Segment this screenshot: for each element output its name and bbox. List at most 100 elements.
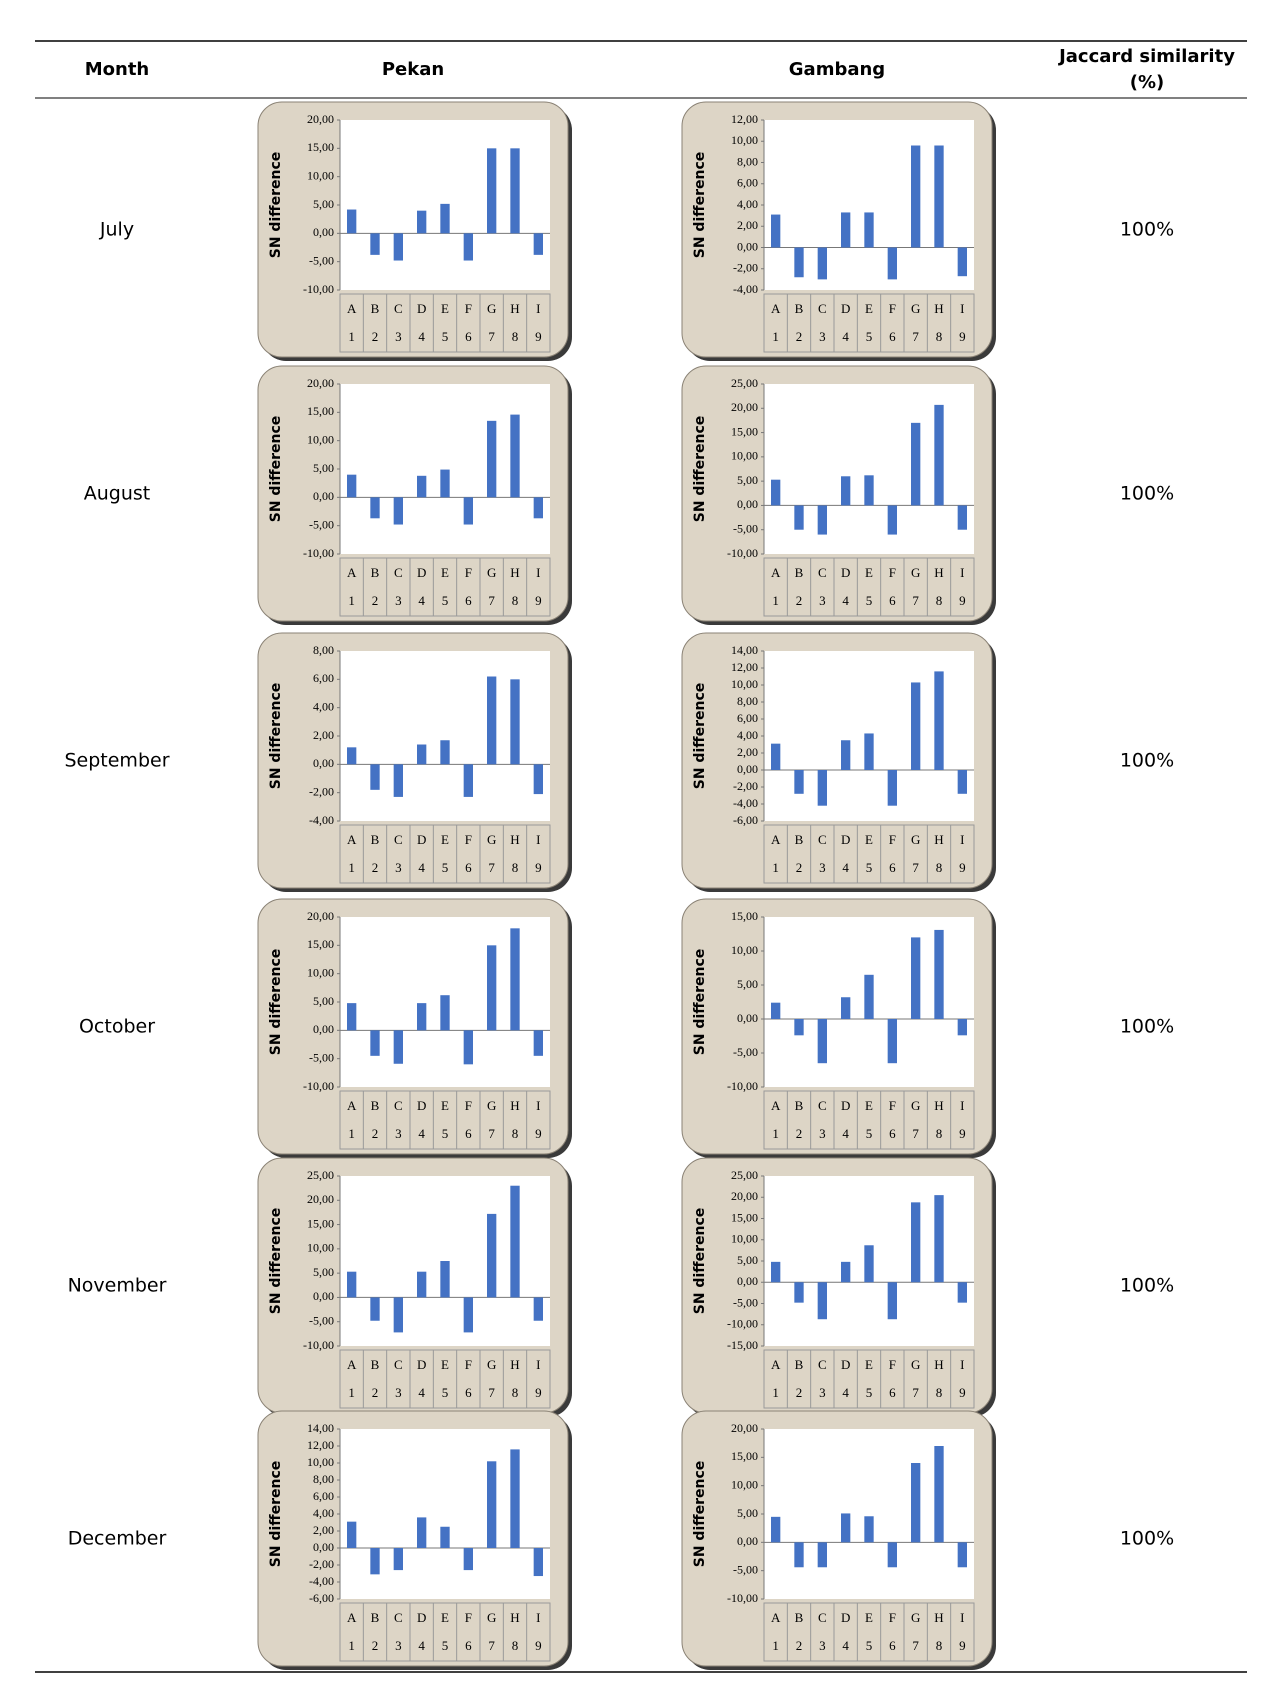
category-label: G	[487, 1357, 496, 1372]
bar	[957, 505, 967, 530]
y-tick-label: 2,00	[737, 218, 758, 232]
category-label: F	[889, 1098, 896, 1113]
y-tick-label: 6,00	[313, 671, 334, 685]
category-number: 7	[488, 593, 495, 608]
category-label: H	[510, 301, 519, 316]
category-number: 4	[418, 860, 425, 875]
category-box	[763, 293, 975, 353]
category-box	[339, 1602, 551, 1662]
category-label: D	[417, 565, 426, 580]
category-box	[763, 1349, 975, 1409]
category-number: 6	[465, 1638, 472, 1653]
bar	[393, 1030, 403, 1064]
category-number: 6	[889, 593, 896, 608]
y-tick-label: -4,00	[733, 282, 758, 296]
category-number: 3	[819, 1385, 826, 1400]
category-label: I	[536, 301, 540, 316]
category-number: 4	[418, 1385, 425, 1400]
category-label: G	[487, 1098, 496, 1113]
bar	[887, 1542, 897, 1568]
y-tick-label: 25,00	[307, 1168, 334, 1182]
category-label: D	[417, 1357, 426, 1372]
category-number: 8	[512, 329, 519, 344]
category-label: I	[536, 1357, 540, 1372]
bar	[934, 404, 944, 506]
category-label: I	[536, 565, 540, 580]
y-axis-label: SN difference	[268, 949, 284, 1056]
category-label: E	[441, 1098, 449, 1113]
category-label: C	[394, 1098, 403, 1113]
bar	[417, 210, 427, 234]
category-label: E	[865, 565, 873, 580]
category-number: 4	[418, 329, 425, 344]
y-tick-label: 15,00	[731, 1210, 758, 1224]
y-tick-label: 0,00	[737, 1534, 758, 1548]
category-number: 8	[512, 1385, 519, 1400]
y-tick-label: 20,00	[731, 1189, 758, 1203]
bar	[347, 474, 357, 498]
y-tick-label: 10,00	[307, 965, 334, 979]
category-number: 9	[535, 593, 542, 608]
category-number: 9	[535, 329, 542, 344]
category-number: 2	[372, 1126, 379, 1141]
category-label: C	[394, 1357, 403, 1372]
bar	[347, 1003, 357, 1031]
category-number: 2	[372, 1638, 379, 1653]
jaccard-cell: 100%	[1120, 219, 1174, 241]
bar	[864, 974, 874, 1019]
bar	[440, 203, 450, 234]
category-number: 4	[842, 1638, 849, 1653]
y-tick-label: -5,00	[733, 521, 758, 535]
category-label: F	[465, 301, 472, 316]
y-tick-label: 2,00	[313, 1523, 334, 1537]
category-label: E	[865, 1098, 873, 1113]
bar	[957, 1019, 967, 1036]
category-number: 7	[488, 860, 495, 875]
y-tick-label: 8,00	[313, 643, 334, 657]
category-label: D	[841, 1357, 850, 1372]
category-label: A	[347, 1098, 357, 1113]
category-number: 9	[959, 593, 966, 608]
category-number: 6	[889, 1385, 896, 1400]
category-number: 3	[395, 1126, 402, 1141]
bar	[510, 414, 520, 498]
bar	[370, 1030, 380, 1056]
category-number: 7	[912, 593, 919, 608]
category-number: 7	[912, 1126, 919, 1141]
bar	[487, 148, 497, 234]
header-cell: Pekan	[382, 59, 444, 80]
category-label: D	[841, 565, 850, 580]
bar	[957, 247, 967, 277]
jaccard-cell: 100%	[1120, 1016, 1174, 1038]
category-label: E	[441, 301, 449, 316]
bar	[417, 1271, 427, 1298]
category-box	[763, 557, 975, 617]
category-number: 8	[512, 1126, 519, 1141]
y-tick-label: -2,00	[733, 779, 758, 793]
category-label: I	[960, 301, 964, 316]
category-number: 1	[772, 1638, 779, 1653]
y-tick-label: 0,00	[313, 1289, 334, 1303]
y-tick-label: 10,00	[731, 1232, 758, 1246]
category-number: 1	[772, 329, 779, 344]
category-number: 8	[512, 860, 519, 875]
y-tick-label: 10,00	[307, 432, 334, 446]
header-cell: Month	[85, 59, 150, 80]
y-axis-label: SN difference	[692, 683, 708, 790]
y-tick-label: 8,00	[313, 1472, 334, 1486]
bar	[347, 747, 357, 765]
bar	[487, 420, 497, 498]
category-label: G	[911, 565, 920, 580]
category-number: 7	[912, 860, 919, 875]
category-number: 6	[889, 329, 896, 344]
bar	[417, 1517, 427, 1548]
category-number: 6	[465, 860, 472, 875]
category-label: I	[536, 1610, 540, 1625]
month-cell: July	[99, 219, 134, 241]
category-label: H	[934, 1357, 943, 1372]
category-label: A	[347, 565, 357, 580]
category-label: D	[417, 301, 426, 316]
y-axis-label: SN difference	[692, 1461, 708, 1568]
category-label: F	[889, 1610, 896, 1625]
category-number: 2	[796, 329, 803, 344]
